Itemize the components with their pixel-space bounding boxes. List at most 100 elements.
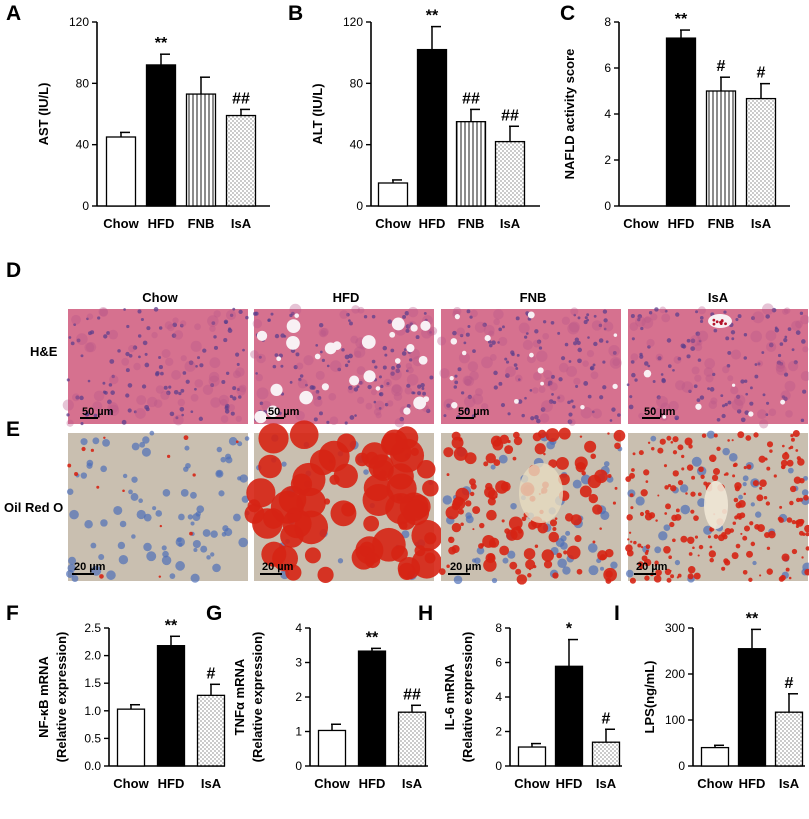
lipid-droplet — [742, 569, 748, 575]
nucleus — [317, 395, 322, 401]
cell — [608, 345, 620, 357]
lipid-droplet — [235, 440, 239, 444]
nucleus — [152, 506, 157, 511]
nucleus — [783, 338, 788, 343]
cell — [357, 379, 365, 386]
cell — [383, 378, 392, 388]
x-tick-label: HFD — [158, 776, 185, 791]
nucleus — [454, 374, 458, 378]
scale-bar: 50 µm — [80, 406, 114, 419]
nucleus — [255, 372, 258, 375]
nucleus — [143, 542, 152, 552]
nucleus — [367, 384, 372, 390]
chart-alt: 0 40 80 120 ALT (IU/L) Chow ** HFD ## FNB ## IsA — [310, 8, 540, 231]
lipid-droplet — [364, 552, 381, 569]
nucleus — [762, 393, 766, 397]
scale-bar: 20 µm — [448, 561, 482, 575]
cell — [370, 389, 377, 396]
lipid-droplet — [424, 532, 437, 545]
nucleus — [233, 513, 241, 522]
nucleus — [76, 338, 81, 343]
lipid-droplet — [804, 568, 809, 576]
cell — [406, 366, 414, 374]
lipid-droplet — [691, 475, 696, 480]
fat-vacuole — [484, 335, 491, 342]
cell — [542, 332, 550, 340]
cell — [108, 329, 119, 340]
oil-red-o-micrograph — [66, 430, 250, 583]
cell — [151, 331, 158, 339]
cell — [404, 386, 413, 395]
nucleus — [175, 561, 185, 571]
nucleus — [190, 410, 194, 414]
cell — [558, 362, 569, 373]
oil-red-o-micrograph — [438, 427, 626, 585]
nucleus — [244, 436, 250, 441]
nucleus — [230, 411, 235, 416]
fat-vacuole — [454, 314, 460, 320]
nucleus — [695, 310, 699, 314]
x-tick-label: IsA — [231, 216, 252, 231]
nucleus — [144, 362, 150, 368]
nucleus — [654, 307, 659, 312]
lipid-droplet — [607, 432, 610, 435]
cell — [209, 325, 216, 332]
cell — [375, 412, 382, 419]
lipid-droplet — [716, 446, 721, 451]
lipid-droplet — [788, 446, 792, 450]
nucleus — [784, 335, 788, 339]
nucleus — [270, 312, 274, 316]
cell — [768, 408, 777, 417]
lipid-droplet — [96, 485, 100, 489]
y-tick-label: 4 — [604, 107, 611, 121]
cell — [765, 330, 777, 341]
cell — [407, 306, 419, 318]
cell — [656, 395, 669, 408]
scale-bar-label: 20 µm — [262, 561, 294, 573]
nucleus — [344, 421, 348, 425]
cell — [689, 334, 702, 347]
panel-label-e: E — [6, 418, 20, 441]
lipid-droplet — [487, 497, 496, 506]
lipid-droplet — [640, 489, 648, 497]
cell — [329, 416, 339, 425]
cell — [391, 383, 402, 394]
bar — [145, 64, 177, 207]
nucleus — [93, 413, 98, 418]
nucleus — [568, 360, 572, 363]
nucleus — [131, 534, 136, 539]
lipid-droplet — [493, 459, 501, 467]
lipid-droplet — [766, 441, 774, 448]
cell — [467, 361, 479, 372]
lipid-droplet — [258, 454, 282, 479]
lipid-droplet — [708, 550, 717, 558]
lipid-droplet — [693, 572, 701, 580]
lipid-droplet — [766, 466, 771, 471]
nucleus — [232, 307, 236, 311]
blood-cell — [712, 322, 716, 326]
y-axis-label: TNFα mRNA — [232, 658, 247, 735]
bar — [737, 648, 767, 767]
nucleus — [109, 359, 115, 364]
cell — [190, 393, 199, 402]
nucleus — [605, 340, 609, 344]
nucleus — [771, 307, 777, 313]
cell — [567, 322, 580, 335]
nucleus — [688, 389, 692, 394]
nucleus — [724, 402, 728, 407]
nucleus — [626, 383, 630, 387]
cell — [393, 392, 403, 401]
nucleus — [577, 358, 582, 364]
fat-vacuole — [418, 355, 428, 365]
nucleus — [299, 374, 304, 378]
significance-marker: ** — [426, 8, 439, 25]
lipid-droplet — [732, 521, 737, 525]
bar — [774, 711, 804, 767]
nucleus — [417, 391, 422, 396]
nucleus — [467, 394, 473, 400]
nucleus — [180, 323, 184, 328]
nucleus — [507, 550, 516, 559]
nucleus — [779, 342, 784, 346]
nucleus — [452, 330, 457, 336]
nucleus — [242, 348, 245, 352]
